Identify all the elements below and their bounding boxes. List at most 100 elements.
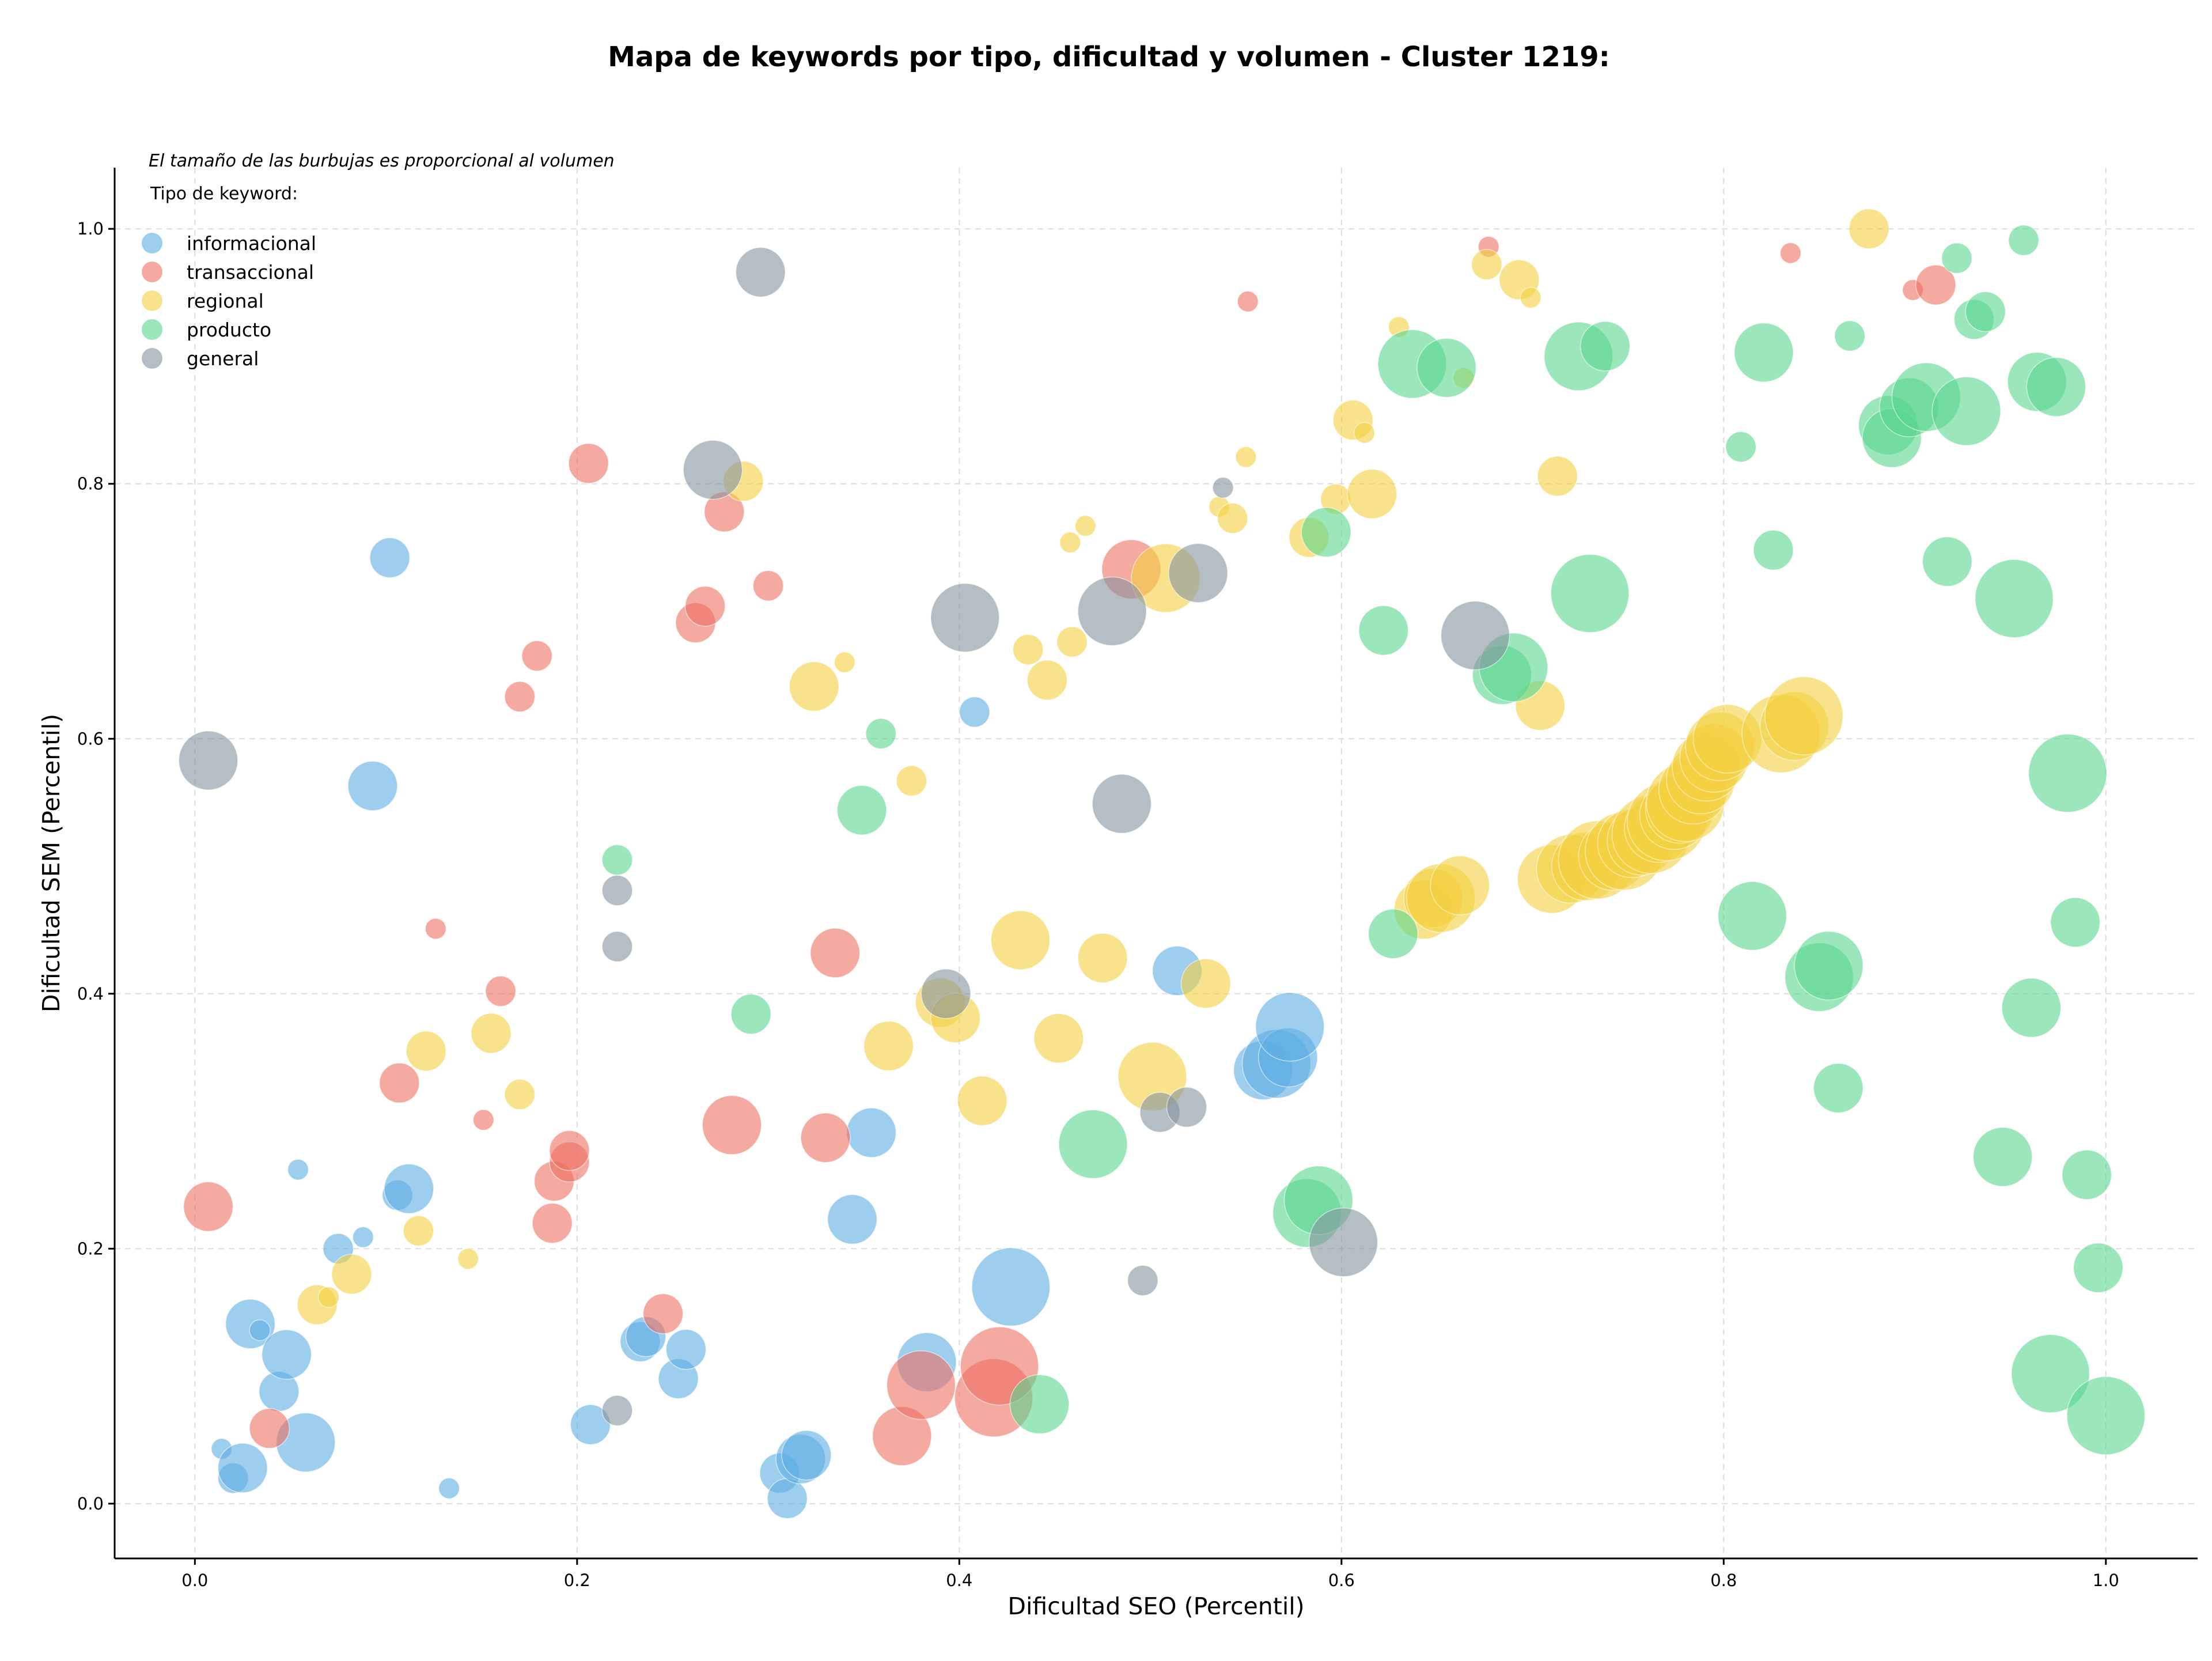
bubble-transaccional [568, 442, 609, 484]
bubble-informacional [827, 1194, 878, 1245]
bubble-general [735, 247, 786, 298]
legend-item-informacional: informacional [142, 232, 316, 255]
y-tick-label: 0.4 [77, 984, 104, 1004]
bubble-regional [1849, 208, 1889, 249]
x-tick-label: 0.8 [1710, 1571, 1737, 1590]
bubble-producto [865, 718, 897, 750]
bubble-regional [1235, 446, 1257, 468]
legend-item-producto: producto [142, 319, 271, 341]
bubble-general [683, 440, 743, 500]
legend-title: Tipo de keyword: [150, 184, 298, 204]
bubble-informacional [971, 1247, 1051, 1327]
bubble-regional [990, 910, 1051, 970]
y-tick-label: 0.2 [77, 1239, 104, 1258]
bubble-transaccional [886, 1350, 956, 1420]
bubble-general [601, 930, 633, 962]
bubble-producto [1922, 536, 1973, 587]
bubble-regional [1353, 422, 1376, 444]
bubble-producto [730, 993, 772, 1035]
x-axis-ticks: 0.0 0.2 0.4 0.6 0.8 1.0 [181, 1558, 2119, 1590]
legend-label: informacional [187, 232, 316, 255]
bubble-transaccional [504, 681, 536, 713]
bubble-informacional [217, 1443, 268, 1493]
bubble-producto [2011, 1334, 2090, 1413]
bubble-informacional [1255, 992, 1325, 1062]
bubble-transaccional [521, 640, 553, 672]
bubble-transaccional [684, 585, 726, 627]
bubble-producto [1725, 431, 1757, 463]
bubble-producto [1368, 909, 1419, 959]
bubble-general [1168, 543, 1228, 603]
bubble-regional [1056, 626, 1088, 658]
chart-title: Mapa de keywords por tipo, dificultad y … [608, 41, 1610, 73]
bubble-general [921, 968, 971, 1019]
bubble-regional [1180, 958, 1231, 1009]
bubble-transaccional [1915, 264, 1956, 305]
bubble-regional [331, 1254, 372, 1295]
legend-item-transaccional: transaccional [142, 261, 314, 283]
bubble-regional [863, 1020, 914, 1072]
bubble-general [1308, 1208, 1378, 1277]
bubble-producto [1834, 320, 1866, 352]
bubble-transaccional [642, 1293, 684, 1334]
bubble-producto [601, 844, 633, 876]
bubble-informacional [781, 1430, 832, 1481]
legend-label: transaccional [187, 261, 314, 283]
bubble-regional [1430, 855, 1490, 915]
bubble-producto [1301, 507, 1351, 558]
bubble-transaccional [249, 1408, 290, 1449]
bubble-transaccional [702, 1095, 762, 1155]
bubble-general [1077, 576, 1147, 646]
bubble-general [1166, 1087, 1207, 1128]
bubble-informacional [438, 1477, 460, 1500]
bubble-producto [1972, 1127, 2033, 1187]
bubble-producto [2008, 225, 2040, 256]
bubble-transaccional [1237, 290, 1259, 313]
bubble-regional [957, 1076, 1007, 1126]
bubble-producto [836, 785, 887, 835]
bubble-regional [1033, 1013, 1084, 1064]
bubble-producto [1058, 1109, 1128, 1179]
bubble-regional [403, 1215, 434, 1247]
bubble-transaccional [549, 1130, 590, 1171]
x-tick-label: 0.0 [181, 1571, 208, 1590]
bubble-informacional [767, 1478, 808, 1519]
bubble-producto [1009, 1374, 1070, 1435]
bubble-producto [1941, 243, 1973, 274]
bubble-regional [1027, 660, 1068, 701]
y-tick-label: 0.0 [77, 1494, 104, 1514]
bubble-producto [1358, 605, 1409, 656]
bubble-regional [1012, 634, 1044, 665]
bubble-general [930, 582, 1000, 653]
bubble-regional [504, 1079, 536, 1110]
bubble-general [1092, 774, 1152, 834]
bubble-regional [1764, 676, 1844, 755]
bubble-regional [1537, 456, 1578, 497]
legend-swatch [142, 262, 162, 282]
x-tick-label: 0.6 [1328, 1571, 1355, 1590]
series-general [178, 247, 1510, 1427]
legend-swatch [142, 290, 162, 311]
bubble-producto [2028, 733, 2107, 813]
legend-item-general: general [142, 347, 259, 370]
bubble-regional [1347, 468, 1397, 520]
bubble-transaccional [472, 1109, 495, 1131]
bubble-regional [789, 661, 839, 712]
legend-swatch [142, 348, 162, 369]
bubble-transaccional [810, 928, 861, 978]
y-tick-label: 0.6 [77, 729, 104, 748]
bubble-transaccional [378, 1062, 420, 1104]
bubble-regional [1217, 502, 1248, 534]
bubble-regional [1074, 515, 1097, 537]
series-transaccional [183, 236, 1956, 1466]
bubble-producto [2066, 1376, 2146, 1455]
bubble-transaccional [425, 918, 447, 940]
bubble-producto [1753, 529, 1794, 571]
bubble-regional [1471, 249, 1502, 281]
bubble-producto [2050, 897, 2101, 948]
x-tick-label: 1.0 [2093, 1571, 2119, 1590]
bubble-informacional [846, 1107, 897, 1158]
legend-label: general [187, 347, 259, 370]
bubble-general [1440, 600, 1510, 671]
bubble-transaccional [532, 1202, 573, 1244]
